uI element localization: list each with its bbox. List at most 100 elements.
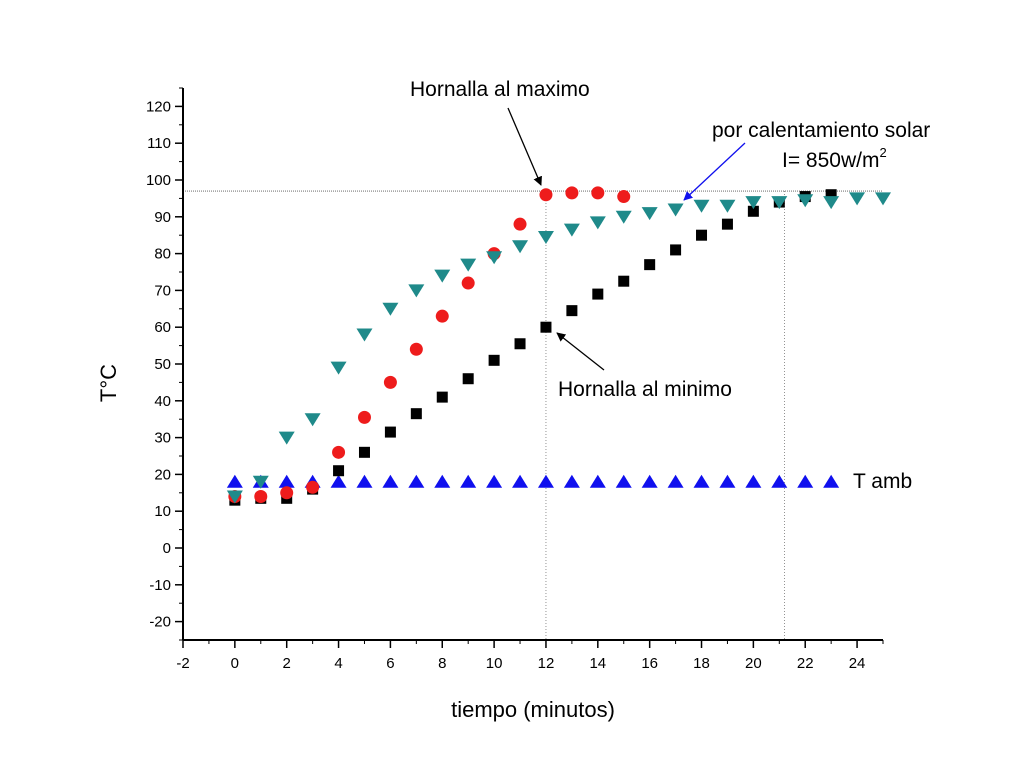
x-tick-label: 8: [438, 655, 446, 672]
arrow-minimo: [556, 332, 605, 371]
annotation-solar-irradiance: I= 850w/m: [782, 149, 879, 172]
y-tick-label: 40: [154, 393, 171, 410]
data-point: [825, 189, 837, 201]
data-point: [408, 474, 425, 488]
data-point: [589, 474, 606, 488]
y-tick-label: 10: [154, 503, 171, 520]
data-point: [278, 474, 295, 488]
data-point: [252, 475, 269, 489]
data-point: [875, 192, 891, 206]
data-point: [226, 490, 243, 504]
y-tick-label: 20: [154, 466, 171, 483]
y-tick-label: 70: [154, 282, 171, 299]
data-point: [434, 269, 451, 283]
data-point: [460, 258, 477, 272]
data-point: [332, 445, 346, 459]
x-tick-label: 16: [641, 655, 658, 672]
data-point: [721, 218, 733, 230]
data-point: [306, 480, 320, 494]
data-point: [696, 229, 708, 241]
data-point: [304, 413, 321, 427]
data-point: [333, 465, 345, 477]
data-point: [797, 474, 814, 488]
data-point: [226, 474, 243, 488]
data-point: [254, 489, 268, 503]
x-tick-label: 18: [693, 655, 710, 672]
data-point: [667, 203, 684, 217]
data-point: [563, 223, 580, 237]
annotation-t-amb: T amb: [853, 470, 912, 493]
data-point: [435, 309, 449, 323]
y-tick-label: 90: [154, 209, 171, 226]
data-point: [383, 375, 397, 389]
data-point: [436, 391, 448, 403]
y-tick-label: -10: [149, 577, 171, 594]
data-point: [462, 373, 474, 385]
annotation-solar-line1: por calentamiento solar: [712, 119, 930, 142]
data-marks: [226, 186, 891, 506]
y-tick-label: 80: [154, 246, 171, 263]
data-point: [566, 305, 578, 317]
data-point: [278, 431, 295, 445]
y-tick-label: 120: [146, 98, 171, 115]
data-point: [384, 426, 396, 438]
data-point: [409, 342, 423, 356]
arrow-maximo: [507, 107, 542, 186]
data-point: [771, 196, 788, 210]
data-point: [540, 321, 552, 333]
x-tick-label: 10: [486, 655, 503, 672]
annotation-solar-line2: I= 850w/m2: [782, 145, 887, 172]
x-tick-label: 0: [231, 655, 239, 672]
reference-lines: [183, 190, 883, 640]
data-point: [592, 288, 604, 300]
y-axis-title: T°C: [96, 364, 121, 402]
data-point: [408, 284, 425, 298]
data-point: [330, 474, 347, 488]
data-point: [591, 186, 605, 200]
data-point: [356, 474, 373, 488]
y-tick-label: 60: [154, 319, 171, 336]
data-point: [382, 474, 399, 488]
data-point: [358, 446, 370, 458]
data-point: [617, 190, 631, 204]
data-point: [537, 474, 554, 488]
x-tick-label: 12: [538, 655, 555, 672]
data-point: [589, 216, 606, 230]
data-point: [434, 474, 451, 488]
y-tick-label: 30: [154, 430, 171, 447]
data-point: [618, 275, 630, 287]
annotation-hornalla-maximo: Hornalla al maximo: [410, 78, 590, 101]
axes: [182, 88, 883, 641]
data-point: [719, 199, 736, 213]
data-point: [410, 408, 422, 420]
x-tick-label: 22: [797, 655, 814, 672]
data-point: [849, 192, 866, 206]
data-point: [461, 276, 475, 290]
x-tick-label: 24: [849, 655, 866, 672]
data-point: [641, 207, 658, 221]
data-point: [512, 474, 529, 488]
x-tick-label: 14: [589, 655, 606, 672]
data-point: [797, 194, 814, 208]
y-tick-label: 50: [154, 356, 171, 373]
data-point: [745, 474, 762, 488]
data-point: [745, 196, 762, 210]
series-hornalla-al-maximo: [228, 186, 631, 503]
data-point: [330, 361, 347, 375]
data-point: [565, 186, 579, 200]
data-point: [670, 244, 682, 256]
data-point: [537, 231, 554, 245]
y-tick-label: 100: [146, 172, 171, 189]
annotation-arrows: [507, 107, 746, 371]
arrow-solar: [683, 142, 746, 201]
data-point: [512, 240, 529, 254]
data-point: [357, 410, 371, 424]
x-tick-label: 6: [386, 655, 394, 672]
data-point: [382, 302, 399, 316]
data-point: [514, 338, 526, 350]
x-tick-label: 20: [745, 655, 762, 672]
data-point: [563, 474, 580, 488]
data-point: [356, 328, 373, 342]
